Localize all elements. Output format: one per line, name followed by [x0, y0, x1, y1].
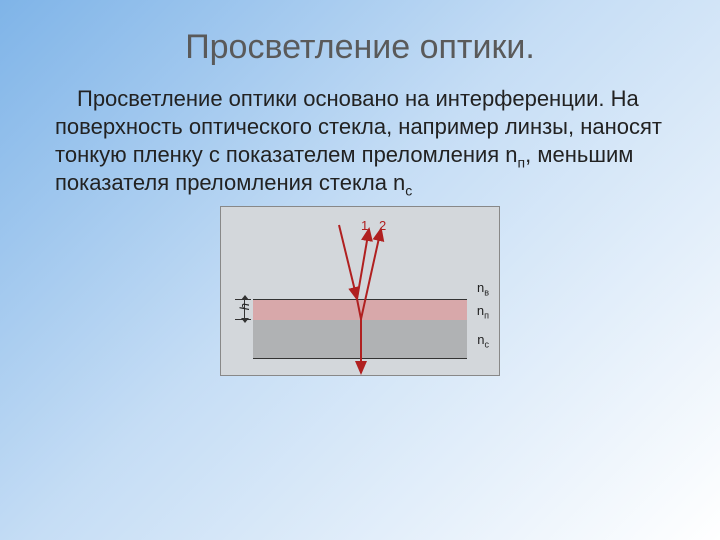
baseline: [253, 358, 467, 359]
n-glass-label: nс: [477, 332, 489, 350]
slide: Просветление оптики. Просветление оптики…: [0, 0, 720, 540]
n-film-label: nп: [477, 303, 489, 321]
thickness-label: h: [237, 303, 252, 310]
diagram-bg: h 1 2 nв nп nс: [220, 206, 500, 376]
film-layer: [253, 299, 467, 321]
glass-layer: [253, 320, 467, 359]
ray-label-2: 2: [379, 218, 386, 233]
n-air-label: nв: [477, 280, 489, 298]
diagram: h 1 2 nв nп nс: [220, 206, 500, 376]
body-text: Просветление оптики основано на интерфер…: [0, 67, 720, 198]
ray-label-1: 1: [361, 218, 368, 233]
slide-title: Просветление оптики.: [0, 0, 720, 67]
